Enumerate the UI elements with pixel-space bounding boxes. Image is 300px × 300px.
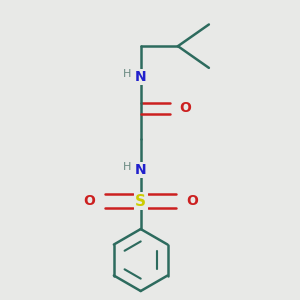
Text: N: N [135, 70, 146, 84]
Text: H: H [123, 69, 131, 79]
Text: H: H [123, 162, 131, 172]
Text: O: O [84, 194, 95, 208]
Text: N: N [135, 163, 146, 177]
Text: O: O [186, 194, 198, 208]
Text: S: S [135, 194, 146, 208]
Text: O: O [179, 101, 191, 115]
